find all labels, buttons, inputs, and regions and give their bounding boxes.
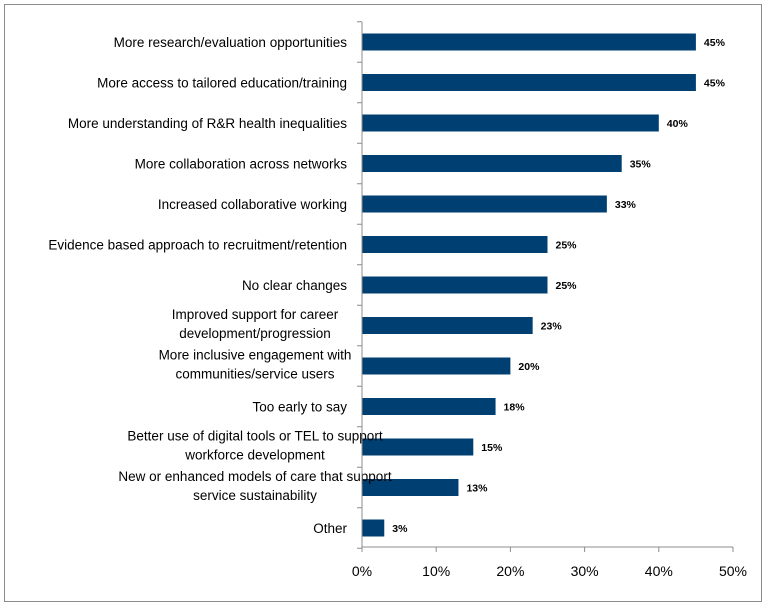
bar	[362, 74, 696, 91]
category-label: No clear changes	[242, 278, 347, 293]
value-label: 25%	[556, 240, 578, 252]
value-label: 15%	[481, 442, 503, 454]
category-label: Evidence based approach to recruitment/r…	[48, 238, 347, 253]
category-label: Increased collaborative working	[158, 197, 347, 212]
value-label: 45%	[704, 78, 726, 90]
bar	[362, 276, 548, 294]
x-tick-label: 0%	[352, 563, 372, 579]
category-label: workforce development	[184, 448, 325, 463]
category-label: communities/service users	[175, 367, 334, 382]
bar	[362, 155, 622, 172]
category-label: Better use of digital tools or TEL to su…	[127, 429, 382, 444]
value-label: 13%	[466, 483, 488, 495]
value-label: 25%	[556, 280, 578, 292]
value-label: 35%	[630, 159, 652, 171]
x-tick-label: 10%	[422, 563, 450, 579]
bar	[362, 33, 696, 51]
category-label: New or enhanced models of care that supp…	[118, 469, 391, 484]
value-label: 45%	[704, 37, 726, 49]
bar	[362, 479, 459, 496]
bar	[362, 398, 496, 415]
x-tick-label: 50%	[719, 563, 747, 579]
category-label: Improved support for career	[172, 307, 339, 322]
category-label: More access to tailored education/traini…	[97, 76, 347, 91]
value-label: 23%	[541, 321, 563, 333]
category-label: Other	[313, 521, 347, 536]
category-label: More research/evaluation opportunities	[114, 35, 348, 50]
category-label: More inclusive engagement with	[159, 348, 352, 363]
value-label: 18%	[504, 402, 526, 414]
bar	[362, 114, 659, 132]
category-label: More collaboration across networks	[135, 157, 348, 172]
x-tick-label: 40%	[645, 563, 673, 579]
bar	[362, 317, 533, 334]
category-label: service sustainability	[193, 488, 317, 503]
category-label: development/progression	[179, 326, 331, 341]
bar	[362, 195, 607, 213]
bar	[362, 236, 548, 253]
category-label: More understanding of R&R health inequal…	[68, 116, 347, 131]
category-label: Too early to say	[252, 400, 347, 415]
value-label: 20%	[518, 361, 540, 373]
bar	[362, 519, 385, 537]
x-tick-label: 20%	[496, 563, 524, 579]
value-label: 40%	[667, 118, 689, 130]
chart-frame	[4, 4, 762, 602]
bar	[362, 357, 511, 375]
bar	[362, 438, 474, 456]
value-label: 33%	[615, 199, 637, 211]
x-tick-label: 30%	[571, 563, 599, 579]
value-label: 3%	[392, 523, 408, 535]
